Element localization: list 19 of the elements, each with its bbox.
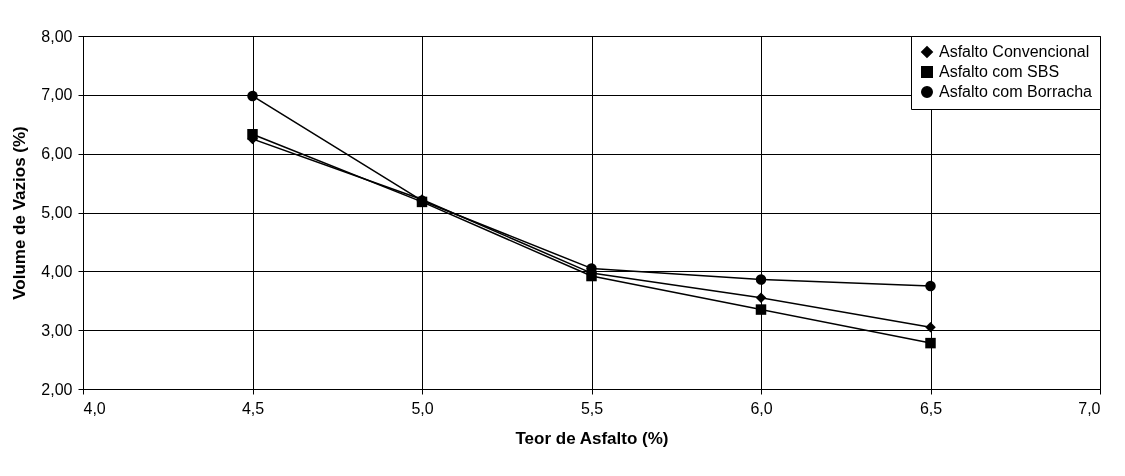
- x-tick-label: 6,5: [919, 399, 943, 417]
- x-tick-label: 4,5: [241, 399, 265, 417]
- y-axis-title: Volume de Vazios (%): [10, 126, 30, 300]
- y-tick-label: 4,00: [41, 262, 73, 280]
- x-tick-label: 5,5: [580, 399, 604, 417]
- y-tick-label: 5,00: [41, 204, 73, 221]
- x-tick-label: 6,0: [750, 399, 773, 417]
- legend-label: Asfalto com Borracha: [939, 83, 1093, 100]
- x-tick-label: 4,0: [83, 399, 106, 417]
- x-tick-label: 5,0: [411, 399, 434, 417]
- y-tick-label: 3,00: [41, 321, 73, 339]
- y-tick-label: 8,00: [41, 27, 73, 45]
- y-tick-label: 2,00: [41, 380, 73, 398]
- y-tick-label: 6,00: [41, 145, 73, 163]
- legend-label: Asfalto Convencional: [939, 43, 1090, 60]
- legend-label: Asfalto com SBS: [939, 63, 1060, 80]
- x-axis-title: Teor de Asfalto (%): [515, 428, 669, 448]
- x-tick-label: 7,0: [1078, 399, 1101, 417]
- y-tick-label: 7,00: [41, 86, 73, 104]
